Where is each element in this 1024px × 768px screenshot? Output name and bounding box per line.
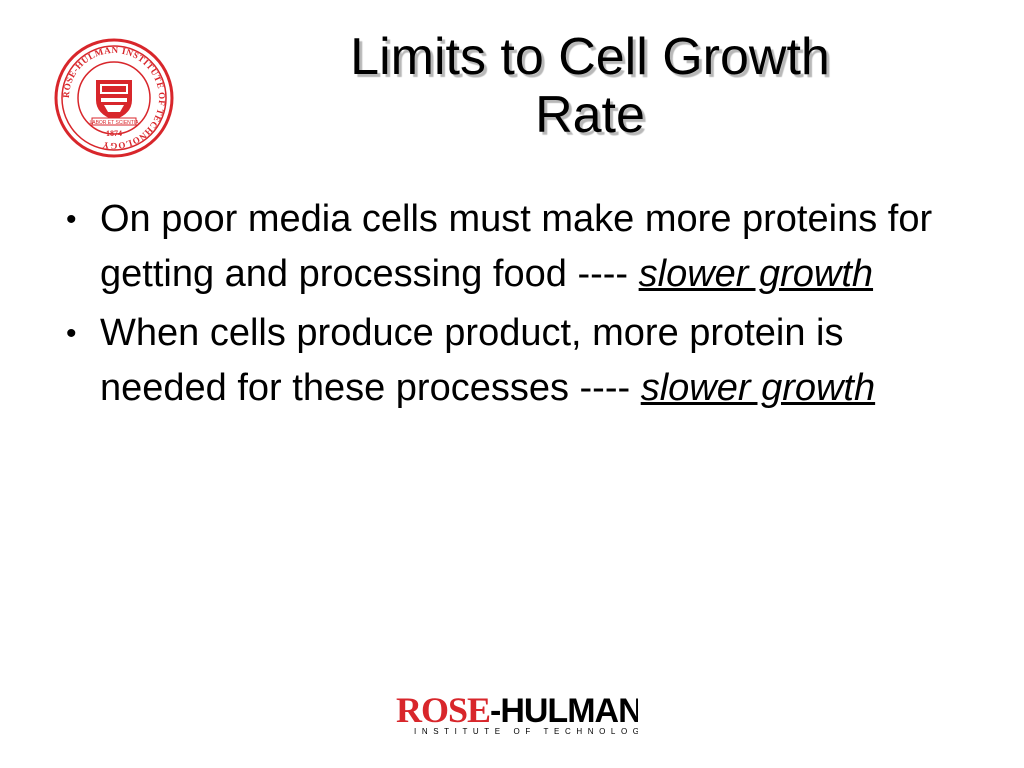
- bullet-dot-icon: •: [66, 317, 77, 350]
- svg-text:LABOR ET SCIENTIA: LABOR ET SCIENTIA: [89, 120, 139, 126]
- svg-text:INSTITUTE OF TECHNOLOGY: INSTITUTE OF TECHNOLOGY: [414, 727, 638, 736]
- slide-title-line-1: Limits to Cell Growth: [350, 28, 830, 86]
- svg-text:-HULMAN: -HULMAN: [490, 692, 638, 730]
- slide-title: Limits to Cell Growth Rate: [230, 28, 950, 144]
- bullet-item: • When cells produce product, more prote…: [62, 306, 962, 416]
- bullet-emphasis: slower growth: [640, 367, 876, 409]
- bullet-item: • On poor media cells must make more pro…: [62, 192, 962, 302]
- bullet-dot-icon: •: [66, 203, 77, 236]
- bullet-text: When cells produce product, more protein…: [100, 312, 844, 409]
- slide-title-line-2: Rate: [535, 86, 645, 144]
- institute-seal-logo: ROSE-HULMAN INSTITUTE OF TECHNOLOGY LABO…: [54, 38, 174, 158]
- bullet-emphasis: slower growth: [638, 253, 874, 295]
- bullet-list: • On poor media cells must make more pro…: [62, 192, 962, 420]
- bullet-text: On poor media cells must make more prote…: [100, 198, 933, 295]
- svg-text:ROSE: ROSE: [396, 690, 490, 730]
- rose-hulman-wordmark-logo: ROSE -HULMAN INSTITUTE OF TECHNOLOGY: [396, 690, 638, 736]
- svg-text:1874: 1874: [106, 129, 122, 138]
